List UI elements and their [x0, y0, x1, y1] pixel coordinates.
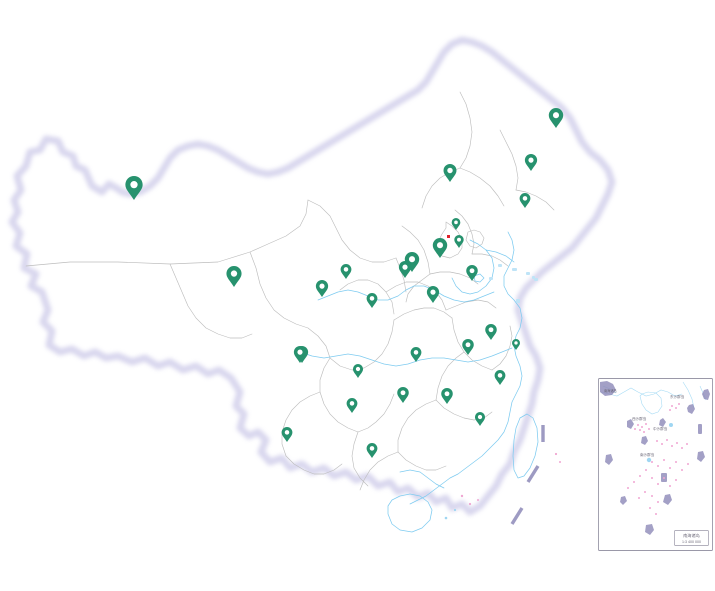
map-marker-nanjing[interactable]: Nanjing — [485, 324, 497, 340]
map-marker-shenyang[interactable]: Shenyang — [519, 193, 531, 208]
map-marker-nanchang[interactable]: Nanchang — [441, 388, 453, 404]
pin-hole — [369, 296, 375, 301]
map-marker-changsha[interactable]: Changsha — [397, 387, 409, 403]
pin-hole — [343, 267, 349, 272]
national-boundary — [8, 36, 616, 516]
map-marker-kunming[interactable]: Kunming — [281, 427, 293, 442]
map-marker-shanghai[interactable]: Shanghai — [512, 338, 520, 350]
map-marker-beijing[interactable]: Beijing — [451, 218, 461, 230]
pin-hole — [430, 289, 436, 295]
inset-title: 南海诸岛 — [683, 532, 700, 539]
pin-hole — [465, 342, 471, 348]
maritime-boundary-ticks — [510, 425, 545, 525]
inset-label-nansha: 南沙群岛 — [640, 452, 655, 457]
inset-label-dongsha: 东沙群岛 — [670, 394, 685, 399]
map-marker-nanning[interactable]: Nanning — [366, 443, 378, 458]
pin-hole — [130, 181, 138, 189]
map-marker-hohhot[interactable]: Hohhot — [404, 252, 420, 272]
pin-hole — [413, 350, 419, 355]
inland-water-bodies — [489, 264, 538, 303]
pin-hole — [488, 327, 494, 333]
pin-hole — [369, 446, 375, 451]
map-marker-chifeng[interactable]: Chifeng — [443, 164, 457, 182]
map-marker-chengdu[interactable]: Chengdu — [293, 346, 307, 363]
map-marker-tianjin[interactable]: Tianjin — [454, 235, 464, 248]
pin-hole — [477, 414, 483, 420]
pin-hole — [408, 256, 416, 263]
map-marker--r-mqi[interactable]: Ürümqi — [125, 176, 143, 200]
pin-hole — [514, 341, 518, 345]
inset-water-label: 南海诸岛 — [604, 388, 617, 393]
map-marker-hefei[interactable]: Hefei — [462, 339, 474, 355]
inset-scale: 1:3 400 000 — [682, 540, 701, 544]
map-marker-harbin[interactable]: Harbin — [548, 108, 564, 128]
pin-hole — [297, 349, 303, 355]
pin-hole — [552, 112, 560, 119]
pin-hole — [454, 220, 458, 225]
offshore-reef-specks — [444, 452, 561, 520]
pin-hole — [284, 430, 290, 435]
map-marker-guiyang[interactable]: Guiyang — [346, 398, 358, 413]
pin-hole — [230, 270, 238, 277]
inset-label-xisha: 西沙群岛 — [632, 416, 647, 421]
reef-cluster — [627, 403, 689, 515]
pin-hole — [528, 157, 534, 163]
map-marker-wuhan[interactable]: Wuhan — [410, 347, 422, 362]
inset-label-zhongsha: 中沙群岛 — [653, 426, 668, 431]
capital-dot-beijing — [447, 235, 450, 238]
pin-hole — [402, 264, 408, 270]
map-marker-changchun[interactable]: Changchun — [524, 154, 538, 171]
pin-hole — [436, 242, 444, 249]
pin-hole — [444, 391, 450, 397]
pin-hole — [319, 283, 325, 289]
map-marker-lanzhou[interactable]: Lanzhou — [315, 280, 329, 297]
pin-hole — [355, 366, 361, 372]
pin-hole — [447, 167, 453, 174]
map-marker-shijiazhuang[interactable]: Shijiazhuang — [432, 238, 448, 258]
map-marker-jinan[interactable]: Jinan — [466, 265, 478, 281]
map-marker-chongqing[interactable]: Chongqing — [352, 364, 364, 378]
pin-hole — [469, 268, 475, 274]
pin-hole — [400, 390, 406, 396]
coastline-and-rivers — [299, 231, 539, 533]
map-marker-hangzhou[interactable]: Hangzhou — [494, 370, 506, 385]
south-china-sea-inset-group[interactable]: 东沙群岛 西沙群岛 中沙群岛 南沙群岛 南海诸岛 南海诸岛 1:3 400 00… — [598, 378, 713, 551]
map-marker-xi-an[interactable]: Xi'an — [366, 293, 378, 308]
map-marker-yinchuan[interactable]: Yinchuan — [340, 264, 352, 279]
pin-hole — [497, 373, 503, 378]
pin-hole — [522, 196, 528, 201]
map-marker-zhengzhou[interactable]: Zhengzhou — [426, 286, 440, 303]
location-markers-layer[interactable]: ÜrümqiLhasaXiningLanzhouYinchuanHohhotHa… — [125, 108, 564, 458]
map-marker-fuzhou[interactable]: Fuzhou — [474, 412, 486, 426]
map-marker-lhasa[interactable]: Lhasa — [226, 266, 242, 287]
map-marker-taiyuan[interactable]: Taiyuan — [398, 261, 412, 278]
pin-hole — [457, 237, 461, 242]
pin-hole — [349, 401, 355, 406]
